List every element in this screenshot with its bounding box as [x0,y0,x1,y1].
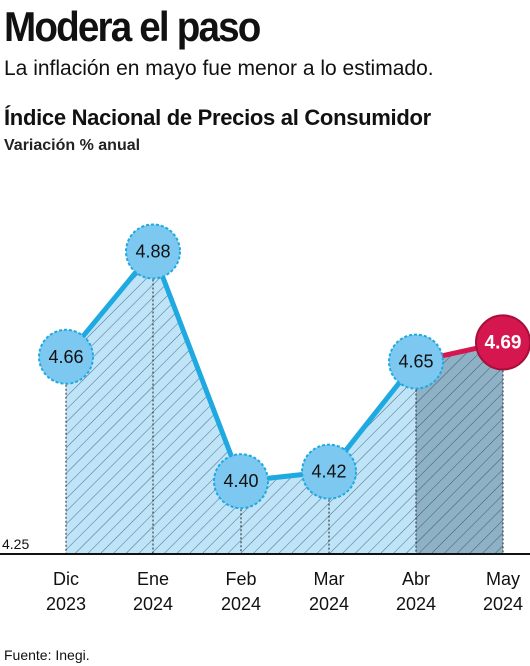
x-tick-year: 2024 [396,594,436,614]
deck: La inflación en mayo fue menor a lo esti… [4,57,434,80]
data-point [213,453,269,510]
data-label: 4.69 [485,332,522,353]
x-tick-year: 2024 [483,594,523,614]
x-tick-month: Abr [402,569,430,589]
source-note: Fuente: Inegi. [4,647,90,663]
line-chart: 4.66 4.88 4.40 4.42 4.65 4.69 4.25 Dic 2023 Ene 2… [0,223,530,614]
chart-subtitle: Variación % anual [4,137,141,154]
x-tick-month: May [486,569,520,589]
x-tick-year: 2024 [309,594,349,614]
x-tick-month: Dic [53,569,79,589]
x-tick-year: 2024 [133,594,173,614]
x-tick-month: Mar [314,569,345,589]
x-tick-month: Ene [137,569,169,589]
area-fill-highlight [416,342,503,553]
headline: Modera el paso [4,3,261,50]
y-baseline-label: 4.25 [2,536,29,552]
data-label: 4.65 [398,352,433,372]
data-label: 4.66 [48,347,83,367]
data-point [301,443,357,500]
data-label: 4.88 [135,242,170,262]
chart-title: Índice Nacional de Precios al Consumidor [4,105,431,130]
data-point [125,223,181,280]
data-point [388,333,444,390]
data-label: 4.42 [311,462,346,482]
data-point-highlight [475,314,530,371]
x-tick-year: 2024 [221,594,261,614]
x-tick-month: Feb [225,569,256,589]
x-tick-year: 2023 [46,594,86,614]
data-point [38,328,94,385]
data-label: 4.40 [223,471,258,491]
